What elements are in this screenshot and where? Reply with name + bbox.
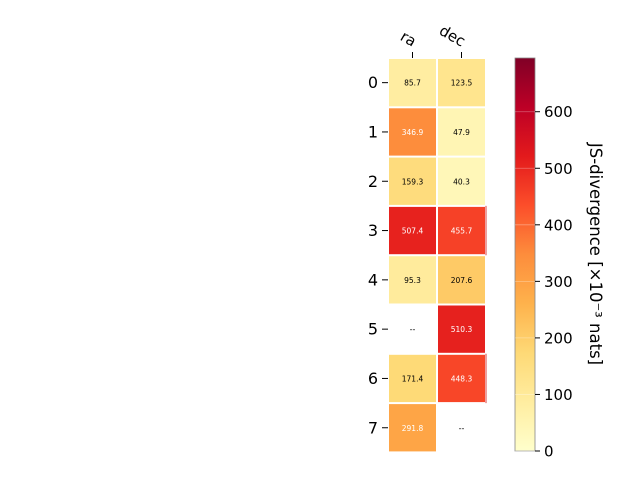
heatmap-cell — [438, 206, 485, 255]
colorbar-label: JS-divergence [×10⁻³ nats] — [586, 142, 605, 365]
missing-cell-label: -- — [410, 325, 416, 334]
cell-value-label: 40.3 — [453, 177, 470, 186]
cell-value-label: 95.3 — [404, 276, 421, 285]
cell-value-label: 291.8 — [402, 424, 424, 433]
row-label: 0 — [368, 73, 378, 92]
column-labels: ra dec — [397, 21, 469, 58]
column-label: dec — [436, 21, 468, 50]
heatmap-cell — [389, 404, 436, 452]
cell-value-label: 123.5 — [451, 79, 473, 88]
colorbar-tick-label: 500 — [544, 160, 573, 178]
colorbar-tick-label: 200 — [544, 329, 573, 347]
cell-value-label: 171.4 — [402, 374, 424, 383]
colorbar-gradient — [514, 57, 536, 452]
heatmap-cell — [389, 354, 436, 403]
colorbar: 0 100 200 300 400 500 600 JS-divergence [×10⁻³ … — [514, 57, 605, 461]
heatmap-cell — [389, 256, 436, 304]
column-label: ra — [397, 27, 419, 50]
row-label: 3 — [368, 221, 378, 240]
cell-value-label: 448.3 — [451, 374, 473, 383]
cell-value-label: 455.7 — [451, 227, 473, 236]
cell-value-label: 346.9 — [402, 128, 424, 137]
row-label: 4 — [368, 270, 378, 289]
heatmap-cell — [438, 157, 485, 205]
colorbar-tick-label: 300 — [544, 273, 573, 291]
row-label: 2 — [368, 172, 378, 191]
heatmap-cells: 85.7 123.5 346.9 47.9 159.3 40.3 507.4 455.7 95.… — [389, 59, 487, 452]
cell-value-label: 47.9 — [453, 128, 470, 137]
heatmap-cell — [438, 305, 485, 353]
heatmap-cell — [438, 354, 485, 403]
heatmap-cell — [389, 206, 436, 255]
cell-value-label: 507.4 — [402, 227, 424, 236]
heatmap-cell — [438, 59, 485, 107]
colorbar-tick-label: 600 — [544, 103, 573, 121]
row-label: 1 — [368, 122, 378, 141]
heatmap-cell — [438, 108, 485, 156]
colorbar-tick-label: 0 — [544, 443, 554, 461]
row-label: 6 — [368, 369, 378, 388]
row-label: 5 — [368, 320, 378, 339]
row-label: 7 — [368, 418, 378, 437]
cell-value-label: 510.3 — [451, 325, 473, 334]
colorbar-tick-label: 400 — [544, 216, 573, 234]
cell-value-label: 207.6 — [451, 276, 473, 285]
missing-cell-label: -- — [459, 424, 465, 433]
row-labels: 0 1 2 3 4 5 6 7 — [368, 73, 388, 437]
heatmap-cell — [389, 157, 436, 205]
heatmap-cell — [389, 59, 436, 107]
heatmap-cell — [438, 256, 485, 304]
colorbar-tick-label: 100 — [544, 386, 573, 404]
cell-value-label: 159.3 — [402, 177, 424, 186]
heatmap-cell — [389, 108, 436, 156]
cell-value-label: 85.7 — [404, 79, 421, 88]
